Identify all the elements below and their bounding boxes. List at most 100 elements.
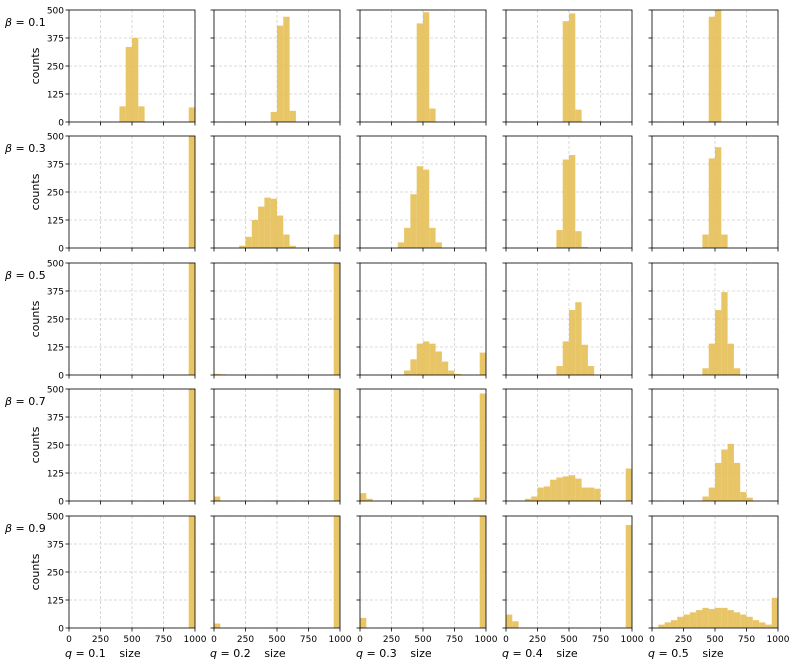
x-tick-label: 0 xyxy=(66,635,72,645)
y-tick-label: 125 xyxy=(47,470,64,480)
histogram-bar xyxy=(289,110,296,122)
histogram-bar xyxy=(524,498,532,501)
y-tick-label: 125 xyxy=(47,217,64,227)
histogram-bar xyxy=(702,496,709,501)
histogram-bar xyxy=(423,169,430,248)
x-tick-label: 500 xyxy=(268,635,285,645)
histogram-bar xyxy=(423,341,430,375)
row-label-beta: β = 0.7 xyxy=(4,395,46,408)
histogram-bar xyxy=(333,389,340,501)
histogram-bar xyxy=(759,622,766,628)
histogram-bar xyxy=(689,612,697,628)
histogram-bar xyxy=(512,621,519,628)
histogram-bar xyxy=(556,477,563,501)
histogram-bar xyxy=(188,516,195,628)
x-tick-label: 250 xyxy=(92,635,109,645)
histogram-bar xyxy=(360,617,367,628)
x-tick-label: 500 xyxy=(560,635,577,645)
column-label-q: q = 0.2 xyxy=(210,647,251,660)
row-label-beta: β = 0.1 xyxy=(4,16,46,29)
x-tick-label: 500 xyxy=(706,635,723,645)
histogram-bar xyxy=(587,487,595,501)
histogram-bar xyxy=(270,198,277,248)
histogram-bar xyxy=(702,234,709,248)
histogram-bar xyxy=(733,368,741,375)
y-tick-label: 375 xyxy=(47,541,64,551)
panel-r3-c1 xyxy=(210,388,341,505)
histogram-bar xyxy=(721,234,728,248)
histogram-bar xyxy=(404,370,411,375)
panel-r2-c0: 0 125 250 375 500 xyxy=(47,260,196,382)
panel-r3-c4 xyxy=(648,388,779,505)
histogram-bar xyxy=(410,359,417,375)
histogram-bar xyxy=(333,234,340,248)
column-label-q: q = 0.1 xyxy=(65,647,106,660)
x-tick-label: 750 xyxy=(738,635,755,645)
column-label-q: q = 0.4 xyxy=(502,647,543,660)
histogram-bar xyxy=(188,136,195,248)
x-axis-label: size xyxy=(264,647,286,660)
histogram-bar xyxy=(594,488,601,501)
histogram-bar xyxy=(581,344,588,375)
y-axis-label: counts xyxy=(29,47,42,84)
y-tick-label: 0 xyxy=(58,119,64,129)
panel-r4-c0: 0 125 250 375 500 0 250 500 750 1000 q = 0.1 size xyxy=(47,513,207,661)
panel-r3-c2 xyxy=(356,388,487,505)
panel-r1-c0: 0 125 250 375 500 xyxy=(47,133,196,255)
y-axis-label: counts xyxy=(29,173,42,210)
histogram-bar xyxy=(562,21,569,123)
row-label-beta: β = 0.9 xyxy=(4,522,46,535)
histogram-bar xyxy=(677,616,684,628)
y-tick-label: 125 xyxy=(47,91,64,101)
x-tick-label: 750 xyxy=(592,635,609,645)
x-tick-label: 1000 xyxy=(475,635,498,645)
histogram-bar xyxy=(740,492,747,501)
histogram-bar xyxy=(429,343,436,375)
y-tick-label: 500 xyxy=(47,260,64,270)
histogram-bar xyxy=(625,524,632,628)
histogram-bar xyxy=(715,607,722,628)
histogram-bar xyxy=(562,341,569,375)
y-tick-label: 0 xyxy=(58,372,64,382)
histogram-bar xyxy=(188,263,195,375)
x-tick-label: 0 xyxy=(211,635,217,645)
histogram-bar xyxy=(188,107,195,122)
x-tick-label: 750 xyxy=(446,635,463,645)
x-tick-label: 250 xyxy=(529,635,546,645)
row-label-beta: β = 0.5 xyxy=(4,269,46,282)
y-axis-label: counts xyxy=(29,553,42,590)
y-tick-label: 375 xyxy=(47,161,64,171)
histogram-bar xyxy=(479,393,486,501)
y-tick-label: 125 xyxy=(47,597,64,607)
histogram-bar xyxy=(702,368,709,375)
histogram-bar xyxy=(333,263,340,375)
histogram-bar xyxy=(448,370,455,375)
column-label-q: q = 0.3 xyxy=(356,647,397,660)
x-tick-label: 1000 xyxy=(621,635,644,645)
y-tick-label: 375 xyxy=(47,35,64,45)
y-tick-label: 0 xyxy=(58,625,64,635)
histogram-bar xyxy=(531,496,538,501)
histogram-bar xyxy=(283,16,290,122)
panel-r4-c3: 0 250 500 750 1000 q = 0.4 size xyxy=(502,515,644,660)
column-label-q: q = 0.5 xyxy=(648,647,689,660)
y-tick-label: 375 xyxy=(47,414,64,424)
histogram-bar xyxy=(721,607,728,628)
histogram-bar xyxy=(746,616,753,628)
panel-r0-c2 xyxy=(356,9,487,126)
x-tick-label: 0 xyxy=(503,635,509,645)
x-tick-label: 750 xyxy=(300,635,317,645)
histogram-bar xyxy=(333,516,340,628)
x-tick-label: 1000 xyxy=(184,635,207,645)
histogram-bar xyxy=(416,343,423,375)
histogram-bar xyxy=(569,13,576,122)
histogram-bar xyxy=(258,206,265,248)
panel-r2-c1 xyxy=(210,262,341,379)
histogram-bar xyxy=(360,493,367,501)
x-tick-label: 0 xyxy=(649,635,655,645)
histogram-bar xyxy=(550,479,557,501)
histogram-bar xyxy=(708,158,715,248)
histogram-bar xyxy=(575,109,582,122)
histogram-bar xyxy=(575,478,582,501)
